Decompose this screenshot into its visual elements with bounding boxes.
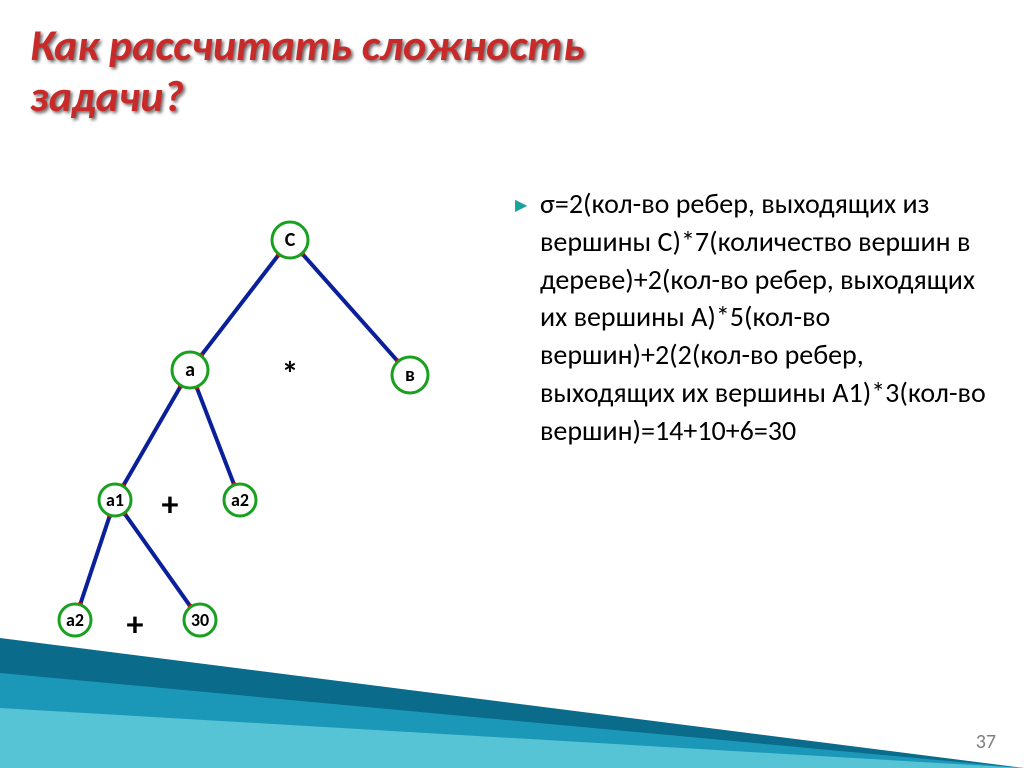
- edge: [302, 253, 398, 361]
- node-label: в: [405, 363, 415, 387]
- operator-label: *: [282, 355, 299, 396]
- operator-label: +: [162, 485, 179, 526]
- edge: [196, 387, 234, 485]
- slide-title: Как рассчитать сложность задачи?: [30, 20, 585, 121]
- node-label: 30: [191, 609, 209, 631]
- node-label: а: [185, 358, 195, 382]
- node-label: а2: [66, 609, 84, 631]
- decor-triangle-3: [0, 708, 1024, 768]
- bullet-icon: ▶: [515, 195, 527, 215]
- title-line-1: Как рассчитать сложность: [30, 18, 585, 72]
- node-label: а2: [231, 489, 249, 511]
- edges: [77, 250, 401, 609]
- nodes: Са в а1 а2 а2 30: [59, 222, 428, 636]
- tree-diagram: Сава1а2а230 *++: [40, 200, 480, 670]
- edge: [124, 513, 191, 607]
- node-label: С: [285, 228, 296, 252]
- node-label: а1: [106, 489, 124, 511]
- edge: [123, 386, 181, 487]
- edge: [201, 254, 279, 355]
- title-line-2: задачи?: [30, 69, 184, 123]
- edge: [80, 515, 110, 605]
- operators: *++: [127, 355, 299, 646]
- formula-text: σ=2(кол-во ребер, выходящих из вершины С…: [540, 185, 990, 450]
